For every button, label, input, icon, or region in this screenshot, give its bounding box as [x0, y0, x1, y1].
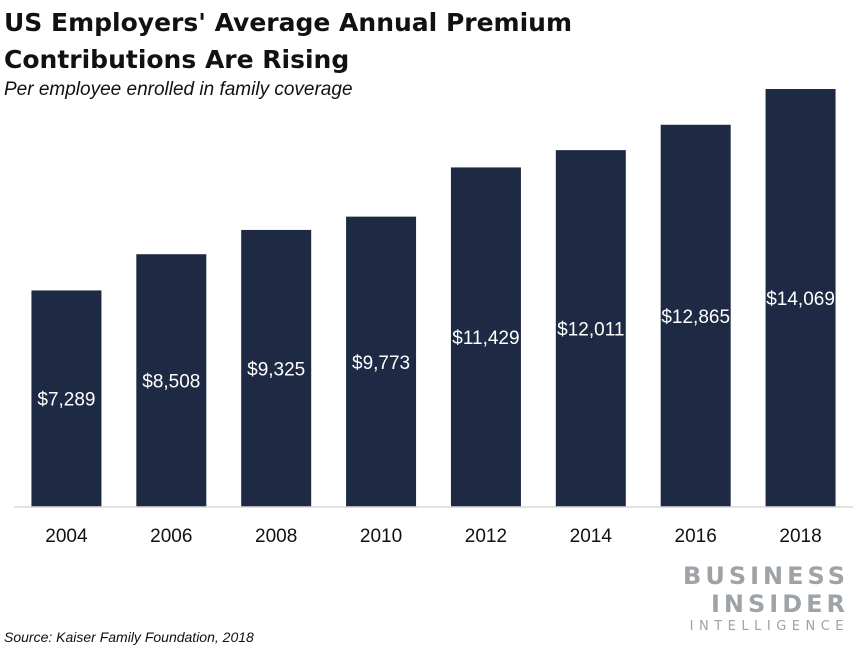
x-tick-label-2010: 2010 — [360, 526, 402, 547]
chart-title: US Employers' Average Annual Premium Con… — [4, 8, 573, 74]
x-tick-label-2006: 2006 — [150, 526, 192, 547]
x-tick-label-2016: 2016 — [675, 526, 717, 547]
bar-group — [31, 89, 836, 508]
data-label-2006: $8,508 — [142, 372, 200, 393]
chart-subtitle: Per employee enrolled in family coverage — [4, 79, 353, 100]
bar-2008 — [241, 229, 312, 507]
data-label-2010: $9,773 — [352, 353, 410, 374]
data-label-2008: $9,325 — [247, 359, 305, 380]
x-tick-label-2012: 2012 — [465, 526, 507, 547]
data-label-2018: $14,069 — [766, 289, 835, 310]
logo-line-2: INSIDER — [710, 590, 849, 618]
data-label-2012: $11,429 — [452, 328, 519, 349]
source-note: Source: Kaiser Family Foundation, 2018 — [4, 629, 254, 645]
bar-chart: $7,289 $8,508 $9,325 $9,773 $11,429 $12,011 $1… — [14, 89, 853, 547]
business-insider-intelligence-logo: BUSINESS INSIDER INTELLIGENCE — [683, 562, 849, 636]
data-label-group: $7,289 $8,508 $9,325 $9,773 $11,429 $12,011 $1… — [37, 289, 835, 411]
x-tick-label-2014: 2014 — [570, 526, 613, 547]
bar-2014 — [555, 150, 626, 507]
bar-2006 — [136, 254, 207, 507]
bar-2004 — [31, 290, 102, 507]
bar-2016 — [660, 124, 731, 507]
logo-line-3: INTELLIGENCE — [689, 619, 849, 634]
bar-2018 — [765, 89, 836, 507]
x-tick-group: 2004 2006 2008 2010 2012 2014 2016 2018 — [45, 526, 821, 547]
bar-2012 — [450, 167, 521, 507]
bar-2010 — [346, 216, 417, 508]
x-tick-label-2004: 2004 — [45, 526, 88, 547]
data-label-2016: $12,865 — [661, 307, 730, 328]
x-tick-label-2018: 2018 — [779, 526, 821, 547]
x-tick-label-2008: 2008 — [255, 526, 297, 547]
data-label-2004: $7,289 — [37, 390, 95, 411]
logo-line-1: BUSINESS — [683, 562, 849, 590]
data-label-2014: $12,011 — [557, 320, 624, 341]
